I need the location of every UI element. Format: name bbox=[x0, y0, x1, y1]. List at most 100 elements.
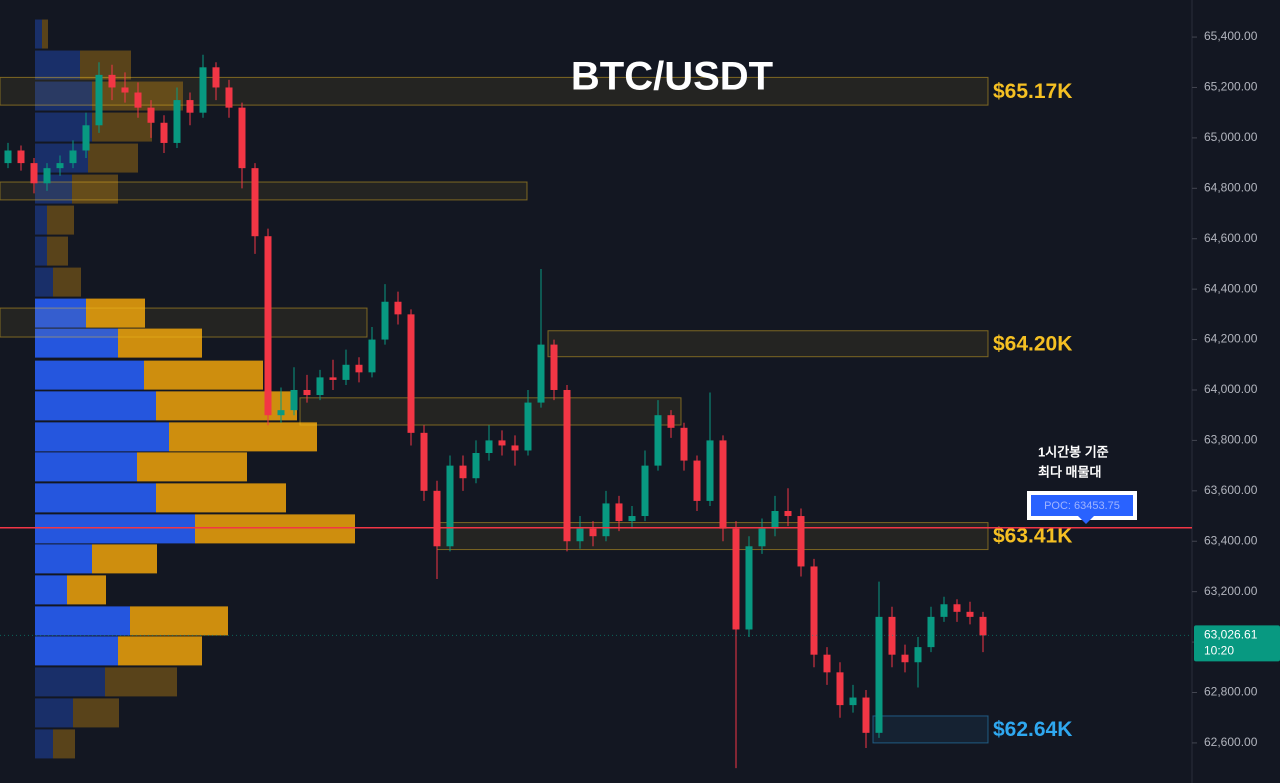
zone-label: $63.41K bbox=[993, 525, 1072, 548]
candle-body bbox=[849, 697, 857, 706]
candle-body bbox=[862, 697, 870, 733]
candle-body bbox=[693, 460, 701, 501]
candle-body bbox=[797, 516, 805, 567]
y-tick-label: 63,600.00 bbox=[1204, 483, 1258, 497]
candle-body bbox=[355, 364, 363, 373]
candle-body bbox=[30, 163, 38, 184]
y-tick-label: 64,600.00 bbox=[1204, 231, 1258, 245]
profile-buy bbox=[35, 729, 53, 759]
candle-body bbox=[199, 67, 207, 113]
profile-sell bbox=[130, 606, 228, 636]
candle-body bbox=[147, 107, 155, 123]
profile-sell bbox=[88, 143, 138, 173]
candle-body bbox=[940, 604, 948, 617]
profile-buy bbox=[35, 50, 80, 80]
candle-body bbox=[966, 611, 974, 617]
candle-body bbox=[745, 546, 753, 630]
profile-buy bbox=[35, 483, 156, 513]
profile-sell bbox=[105, 667, 177, 697]
candle-body bbox=[810, 566, 818, 655]
candle-body bbox=[134, 92, 142, 108]
candle-body bbox=[316, 377, 324, 396]
profile-buy bbox=[35, 81, 92, 111]
profile-sell bbox=[72, 174, 118, 204]
profile-buy bbox=[35, 606, 130, 636]
candle-body bbox=[69, 150, 77, 164]
candle-body bbox=[576, 528, 584, 542]
y-tick-label: 63,800.00 bbox=[1204, 433, 1258, 447]
annotation: 최다 매물대 bbox=[1038, 464, 1101, 479]
y-tick-label: 65,400.00 bbox=[1204, 29, 1258, 43]
profile-buy bbox=[35, 143, 88, 173]
zone bbox=[299, 397, 682, 426]
zone bbox=[436, 522, 989, 551]
y-tick-label: 64,000.00 bbox=[1204, 382, 1258, 396]
candle-body bbox=[537, 344, 545, 403]
annotation: 1시간봉 기준 bbox=[1038, 444, 1109, 459]
y-tick-label: 64,400.00 bbox=[1204, 281, 1258, 295]
profile-sell bbox=[156, 391, 297, 421]
y-tick-label: 63,400.00 bbox=[1204, 533, 1258, 547]
candle-body bbox=[186, 100, 194, 113]
profile-buy bbox=[35, 267, 53, 297]
zone bbox=[0, 76, 989, 106]
candle-body bbox=[368, 339, 376, 373]
candle-body bbox=[394, 301, 402, 315]
candle-body bbox=[121, 87, 129, 93]
candle-body bbox=[160, 122, 168, 143]
profile-sell bbox=[53, 267, 81, 297]
profile-buy bbox=[35, 698, 73, 728]
candle-body bbox=[667, 415, 675, 428]
candle-body bbox=[446, 465, 454, 547]
candle-body bbox=[433, 490, 441, 547]
profile-buy bbox=[35, 174, 72, 204]
profile-sell bbox=[67, 575, 106, 605]
profile-buy bbox=[35, 667, 105, 697]
y-tick-label: 63,200.00 bbox=[1204, 584, 1258, 598]
candle-body bbox=[342, 364, 350, 380]
zone bbox=[0, 181, 528, 201]
last-price-label: 63,026.61 bbox=[1204, 628, 1258, 642]
candle-body bbox=[979, 616, 987, 636]
poc-label: POC: 63453.75 bbox=[1044, 500, 1120, 512]
candle-body bbox=[420, 432, 428, 491]
candle-body bbox=[225, 87, 233, 108]
candle-body bbox=[901, 654, 909, 663]
candle-body bbox=[56, 163, 64, 169]
candle-body bbox=[4, 150, 12, 164]
profile-buy bbox=[35, 422, 169, 452]
candle-body bbox=[82, 125, 90, 151]
candle-body bbox=[472, 453, 480, 479]
candle-body bbox=[17, 150, 25, 164]
y-tick-label: 64,200.00 bbox=[1204, 332, 1258, 346]
y-tick-label: 62,600.00 bbox=[1204, 735, 1258, 749]
candle-body bbox=[381, 301, 389, 340]
chart-title: BTC/USDT bbox=[571, 55, 773, 99]
candle-body bbox=[485, 440, 493, 454]
candle-body bbox=[732, 528, 740, 630]
candle-body bbox=[706, 440, 714, 501]
profile-sell bbox=[47, 236, 68, 266]
profile-buy bbox=[35, 328, 118, 358]
profile-buy bbox=[35, 544, 92, 574]
profile-buy bbox=[35, 452, 137, 482]
candle-body bbox=[329, 377, 337, 380]
plot: 62,600.0062,800.0063,000.0063,200.0063,4… bbox=[0, 19, 1280, 769]
profile-sell bbox=[86, 298, 145, 328]
profile-sell bbox=[42, 19, 48, 49]
profile-sell bbox=[53, 729, 75, 759]
candle-body bbox=[758, 528, 766, 547]
candle-body bbox=[654, 415, 662, 466]
candle-body bbox=[823, 654, 831, 673]
candle-body bbox=[173, 100, 181, 143]
candle-body bbox=[784, 510, 792, 517]
candle-body bbox=[680, 427, 688, 461]
profile-buy bbox=[35, 636, 118, 666]
zone bbox=[872, 715, 989, 744]
profile-sell bbox=[118, 328, 202, 358]
profile-sell bbox=[80, 50, 131, 80]
candle-body bbox=[303, 389, 311, 396]
candle-body bbox=[875, 616, 883, 733]
y-tick-label: 65,000.00 bbox=[1204, 130, 1258, 144]
